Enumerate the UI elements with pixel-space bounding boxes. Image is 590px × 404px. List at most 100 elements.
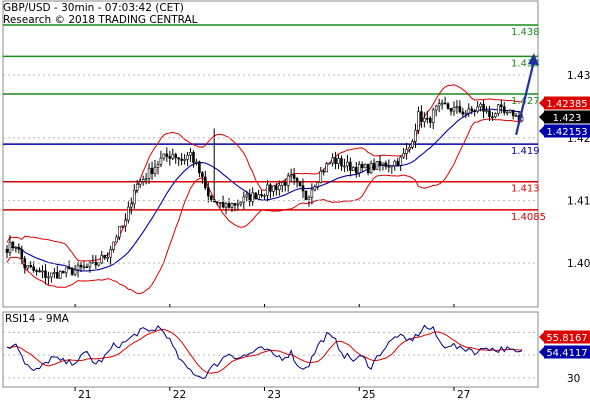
price-tag-pointer [539, 126, 544, 136]
candle-body [387, 166, 391, 168]
candle-body [44, 270, 47, 278]
candle-body [461, 111, 465, 115]
candle-body [177, 157, 180, 160]
candle-body [500, 104, 503, 108]
candle-body [497, 104, 500, 114]
candle-body [423, 117, 426, 122]
candle-body [402, 153, 405, 158]
candle-body [420, 111, 423, 122]
candle-body [168, 156, 172, 159]
candle-body [257, 194, 260, 200]
candle-body [393, 160, 397, 167]
forecast-arrow-shaft [515, 60, 535, 135]
rsi-value-tag [544, 345, 590, 359]
candle-body [14, 246, 18, 249]
candle-body [307, 196, 311, 200]
candle-body [514, 115, 518, 118]
candle-body [156, 164, 160, 168]
candle-body [20, 249, 24, 259]
candle-body [242, 196, 246, 203]
candle-body [100, 255, 104, 264]
x-tick-label: 27 [457, 389, 470, 400]
x-tick-label: 23 [268, 389, 281, 400]
candle-body [384, 162, 388, 167]
candle-body [254, 192, 257, 200]
candle-body [331, 157, 334, 164]
candle-body [437, 103, 441, 107]
price-tag [544, 110, 590, 124]
candle-body [363, 164, 367, 169]
candle-body [67, 267, 71, 269]
rsi-title: RSI14 - 9MA [5, 313, 70, 325]
candle-body [298, 181, 302, 187]
candle-body [186, 154, 189, 160]
candle-body [428, 117, 432, 123]
candle-body [5, 249, 9, 253]
candle-body [491, 116, 494, 118]
forecast-arrow-head [527, 53, 539, 66]
candle-body [334, 157, 337, 164]
candle-body [26, 265, 30, 269]
candle-body [53, 272, 56, 274]
candle-body [354, 167, 358, 174]
level-label: 1.438 [511, 27, 540, 38]
candle-body [245, 194, 249, 198]
rsi-panel-frame [2, 311, 539, 388]
x-tick-label: 22 [173, 389, 186, 400]
bollinger-upper [6, 84, 523, 262]
candle-body [295, 178, 299, 183]
candle-body [411, 141, 414, 148]
candle-body [494, 113, 497, 118]
candle-body [286, 175, 290, 186]
candle-body [147, 167, 151, 179]
candle-body [470, 108, 474, 111]
price-tag-label: 1.423 [553, 113, 582, 124]
candle-body [399, 156, 402, 166]
candle-body [183, 159, 186, 161]
candle-body [79, 264, 83, 268]
rsi-ma-line [6, 328, 522, 374]
candle-body [467, 108, 471, 114]
candle-body [162, 153, 166, 159]
candle-body [352, 167, 355, 171]
y-tick-label: 1.41 [567, 195, 590, 207]
candle-body [434, 105, 438, 111]
candle-body [316, 182, 320, 187]
candle-body [70, 267, 74, 275]
price-tag-label: 1.42385 [546, 99, 587, 110]
candle-body [85, 266, 89, 269]
candle-body [227, 203, 231, 208]
candle-body [310, 189, 314, 198]
candle-body [372, 162, 376, 171]
candle-body [414, 129, 417, 142]
candle-body [127, 206, 130, 221]
x-tick-label: 25 [362, 389, 375, 400]
candle-body [218, 202, 222, 204]
candle-body [47, 276, 50, 279]
chart-title: GBP/USD - 30min - 07:03:42 (CET) [3, 2, 184, 14]
candle-body [328, 162, 331, 165]
candle-body [488, 110, 491, 117]
candle-body [325, 163, 328, 173]
rsi-value-tag-label: 55.8167 [546, 333, 587, 344]
candle-body [56, 272, 59, 279]
candle-body [118, 226, 121, 238]
candle-body [343, 165, 346, 168]
candle-body [417, 111, 420, 131]
candle-body [431, 109, 435, 123]
candle-body [239, 201, 243, 205]
candle-body [76, 264, 80, 271]
candle-body [280, 182, 284, 186]
candle-body [251, 192, 254, 202]
rsi-value-tag-label: 54.4117 [546, 348, 587, 359]
candle-body [304, 190, 308, 200]
rsi-value-tag-pointer [539, 347, 544, 357]
candle-body [61, 271, 65, 274]
level-label: 1.413 [511, 184, 540, 195]
y-tick-label: 1.43 [567, 70, 590, 82]
price-tag-label: 1.42153 [546, 127, 587, 138]
candle-body [230, 203, 234, 208]
candle-body [132, 189, 136, 205]
candle-body [292, 174, 296, 179]
main-panel-frame [2, 0, 539, 308]
